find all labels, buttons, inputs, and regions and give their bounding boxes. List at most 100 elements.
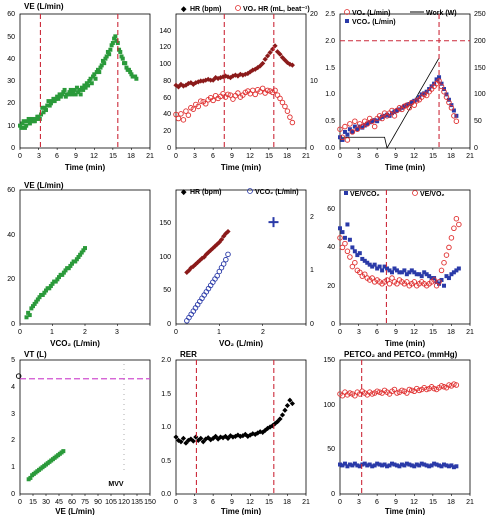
x-tick-label: 12: [246, 153, 254, 160]
panel-8: RER 0.0 0.5 1.0 1.5 2.0 0 3 6 9 12 15 18…: [161, 350, 310, 515]
data-point: [37, 295, 42, 300]
data-point: [124, 65, 129, 70]
y-tick-label: 250: [474, 11, 486, 18]
ve-vco2-point: [375, 266, 380, 271]
x-tick-label: 75: [81, 499, 89, 506]
peto2-point: [434, 462, 439, 467]
vo2-point: [391, 113, 398, 119]
data-point: [45, 103, 50, 108]
x-tick-label: 15: [429, 499, 437, 506]
data-point: [67, 90, 72, 95]
peto2-point: [380, 463, 385, 468]
x-tick-label: 45: [55, 499, 63, 506]
data-point: [72, 87, 77, 92]
panel-3: VO₂ (L/min) VCO₂ (L/min) Work (W) 0.0 0.…: [325, 9, 486, 172]
ve-vco2-point: [456, 266, 461, 271]
x-tick-label: 6: [211, 499, 215, 506]
vo2-point: [371, 123, 378, 130]
x-tick-label: 3: [193, 153, 197, 160]
data-point: [40, 105, 45, 110]
peto2-point: [446, 464, 451, 469]
legend-label: HR (bpm): [190, 6, 222, 13]
x-tick-label: 18: [447, 499, 455, 506]
y-tick-label: 1.5: [325, 65, 335, 72]
o2-pulse-point: [282, 103, 288, 110]
data-point: [44, 288, 48, 293]
peto2-point: [392, 462, 397, 467]
rer-point: [193, 434, 199, 440]
rer-point: [240, 433, 246, 439]
peto2-point: [424, 463, 429, 468]
data-point: [92, 72, 97, 77]
y-tick-label: 50: [163, 287, 171, 294]
vco2-point: [352, 124, 357, 129]
data-point: [112, 36, 117, 41]
peto2-point: [385, 464, 390, 469]
rer-point: [195, 437, 201, 443]
legend: VE/VCO₂ VE/VO₂: [344, 190, 445, 198]
ve-vco2-point: [382, 264, 387, 269]
data-point: [41, 110, 46, 115]
petco2-point: [423, 386, 430, 393]
legend-marker: [344, 9, 350, 15]
peto2-point: [342, 461, 347, 466]
vco2-point: [223, 256, 229, 263]
ve-vco2-point: [454, 268, 459, 273]
x-tick-label: 150: [144, 499, 156, 506]
ve-vco2-point: [370, 264, 375, 269]
peto2-point: [454, 464, 459, 469]
o2-pulse-point: [252, 91, 258, 98]
petco2-point: [438, 383, 445, 389]
x-tick-label: 6: [375, 499, 379, 506]
data-point: [22, 125, 27, 130]
ve-vo2-point: [411, 279, 418, 285]
data-point: [102, 61, 107, 66]
hr-point: [183, 82, 189, 88]
peto2-point: [422, 462, 427, 467]
y-axis-label: VE (L/min): [24, 2, 64, 11]
y-tick-label: 120: [159, 44, 171, 51]
peto2-point: [402, 463, 407, 468]
rer-point: [217, 434, 224, 440]
peto2-point: [399, 462, 404, 467]
vco2-point: [370, 119, 375, 124]
data-point: [114, 38, 119, 43]
data-point: [119, 54, 124, 59]
data-point: [30, 116, 35, 121]
data-point: [34, 299, 39, 304]
data-point: [26, 310, 31, 315]
petco2-point: [347, 390, 353, 396]
petco2-point: [376, 389, 383, 395]
x-tick-label: 21: [466, 329, 474, 336]
x-tick-label: 120: [118, 499, 130, 506]
data-point: [134, 76, 139, 81]
vco2-point: [385, 112, 390, 117]
ve-vco2-point: [407, 270, 412, 275]
data-point: [20, 121, 25, 126]
ve-vco2-point: [347, 237, 352, 242]
rer-point: [175, 437, 182, 443]
x-axis-label: Time (min): [221, 163, 262, 172]
o2-pulse-point: [178, 111, 184, 117]
data-point: [32, 301, 37, 306]
x-tick-label: 1: [50, 329, 54, 336]
hr-point: [287, 61, 293, 67]
o2-pulse-point: [284, 108, 291, 114]
rer-point: [289, 400, 295, 407]
plot-marks: [175, 217, 307, 326]
data-point: [74, 257, 79, 262]
legend-label: VE/VCO₂: [350, 191, 380, 198]
rer-point: [205, 435, 211, 441]
plot-marks: [15, 364, 151, 496]
ve-vco2-point: [419, 274, 424, 279]
y-tick-label: 0.0: [161, 491, 171, 498]
x-ticks: 0 3 6 9 12 15 18 21: [338, 499, 474, 506]
peto2-point: [352, 461, 357, 466]
data-point: [47, 286, 52, 291]
x-axis-label: Time (min): [385, 507, 426, 515]
x-tick-label: 0: [338, 329, 342, 336]
vo2-point: [423, 92, 430, 99]
plot-frame: [339, 13, 471, 149]
data-point: [88, 76, 93, 81]
